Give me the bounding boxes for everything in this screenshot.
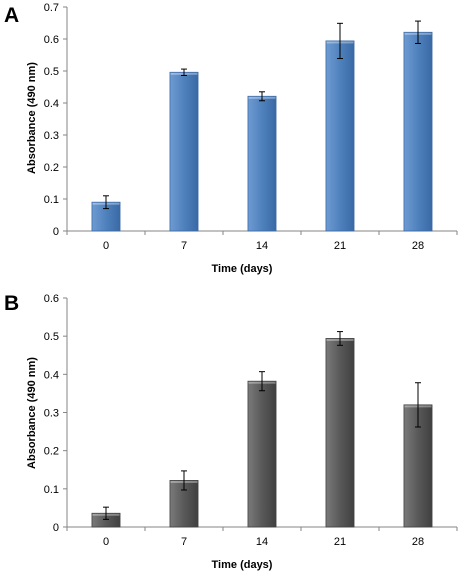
x-tick-label: 0	[103, 240, 109, 252]
y-tick-label: 0.1	[44, 194, 59, 206]
y-tick-label: 0	[53, 226, 59, 238]
bar	[247, 380, 277, 528]
chart-marks: 0 0.1 0.2 0.3 0.4 0.5 0.6 0.7 0 7 14 21 28	[44, 2, 458, 252]
y-tick-label: 0.5	[44, 331, 59, 343]
x-tick-label: 21	[334, 240, 346, 252]
bar	[325, 40, 355, 232]
chart-marks: 0 0.1 0.2 0.3 0.4 0.5 0.6 0 7 14 21 28	[44, 293, 458, 548]
x-axis-title: Time (days)	[212, 559, 273, 571]
y-tick-label: 0.6	[44, 34, 59, 46]
panel-label: A	[4, 4, 19, 27]
x-tick-label: 0	[103, 536, 109, 548]
y-axis-title: Absorbance (490 nm)	[26, 357, 38, 469]
bar	[91, 201, 121, 232]
y-tick-label: 0.4	[44, 98, 59, 110]
x-tick-label: 21	[334, 536, 346, 548]
y-tick-label: 0.6	[44, 293, 59, 305]
y-tick-label: 0.5	[44, 66, 59, 78]
bar	[325, 338, 355, 528]
chart-panel-b: B Absorbance (490 nm) Time (days) 0 0.1 0.…	[4, 292, 458, 571]
x-tick-label: 14	[256, 536, 268, 548]
y-tick-label: 0.3	[44, 130, 59, 142]
y-tick-label: 0	[53, 522, 59, 534]
x-axis-title: Time (days)	[212, 263, 273, 275]
y-tick-label: 0.2	[44, 446, 59, 458]
chart-panel-a: A Absorbance (490 nm) Time (days) 0 0.1 0.…	[4, 2, 458, 275]
bar	[247, 95, 277, 232]
y-tick-label: 0.1	[44, 484, 59, 496]
panel-label: B	[4, 292, 19, 315]
x-tick-label: 7	[181, 536, 187, 548]
y-tick-label: 0.4	[44, 369, 59, 381]
x-tick-label: 28	[412, 536, 424, 548]
x-tick-label: 7	[181, 240, 187, 252]
y-tick-label: 0.2	[44, 162, 59, 174]
x-tick-label: 28	[412, 240, 424, 252]
y-axis-title: Absorbance (490 nm)	[26, 62, 38, 174]
bar	[169, 71, 199, 232]
bar	[403, 31, 433, 232]
x-tick-label: 14	[256, 240, 268, 252]
y-tick-label: 0.3	[44, 408, 59, 420]
y-tick-label: 0.7	[44, 2, 59, 14]
